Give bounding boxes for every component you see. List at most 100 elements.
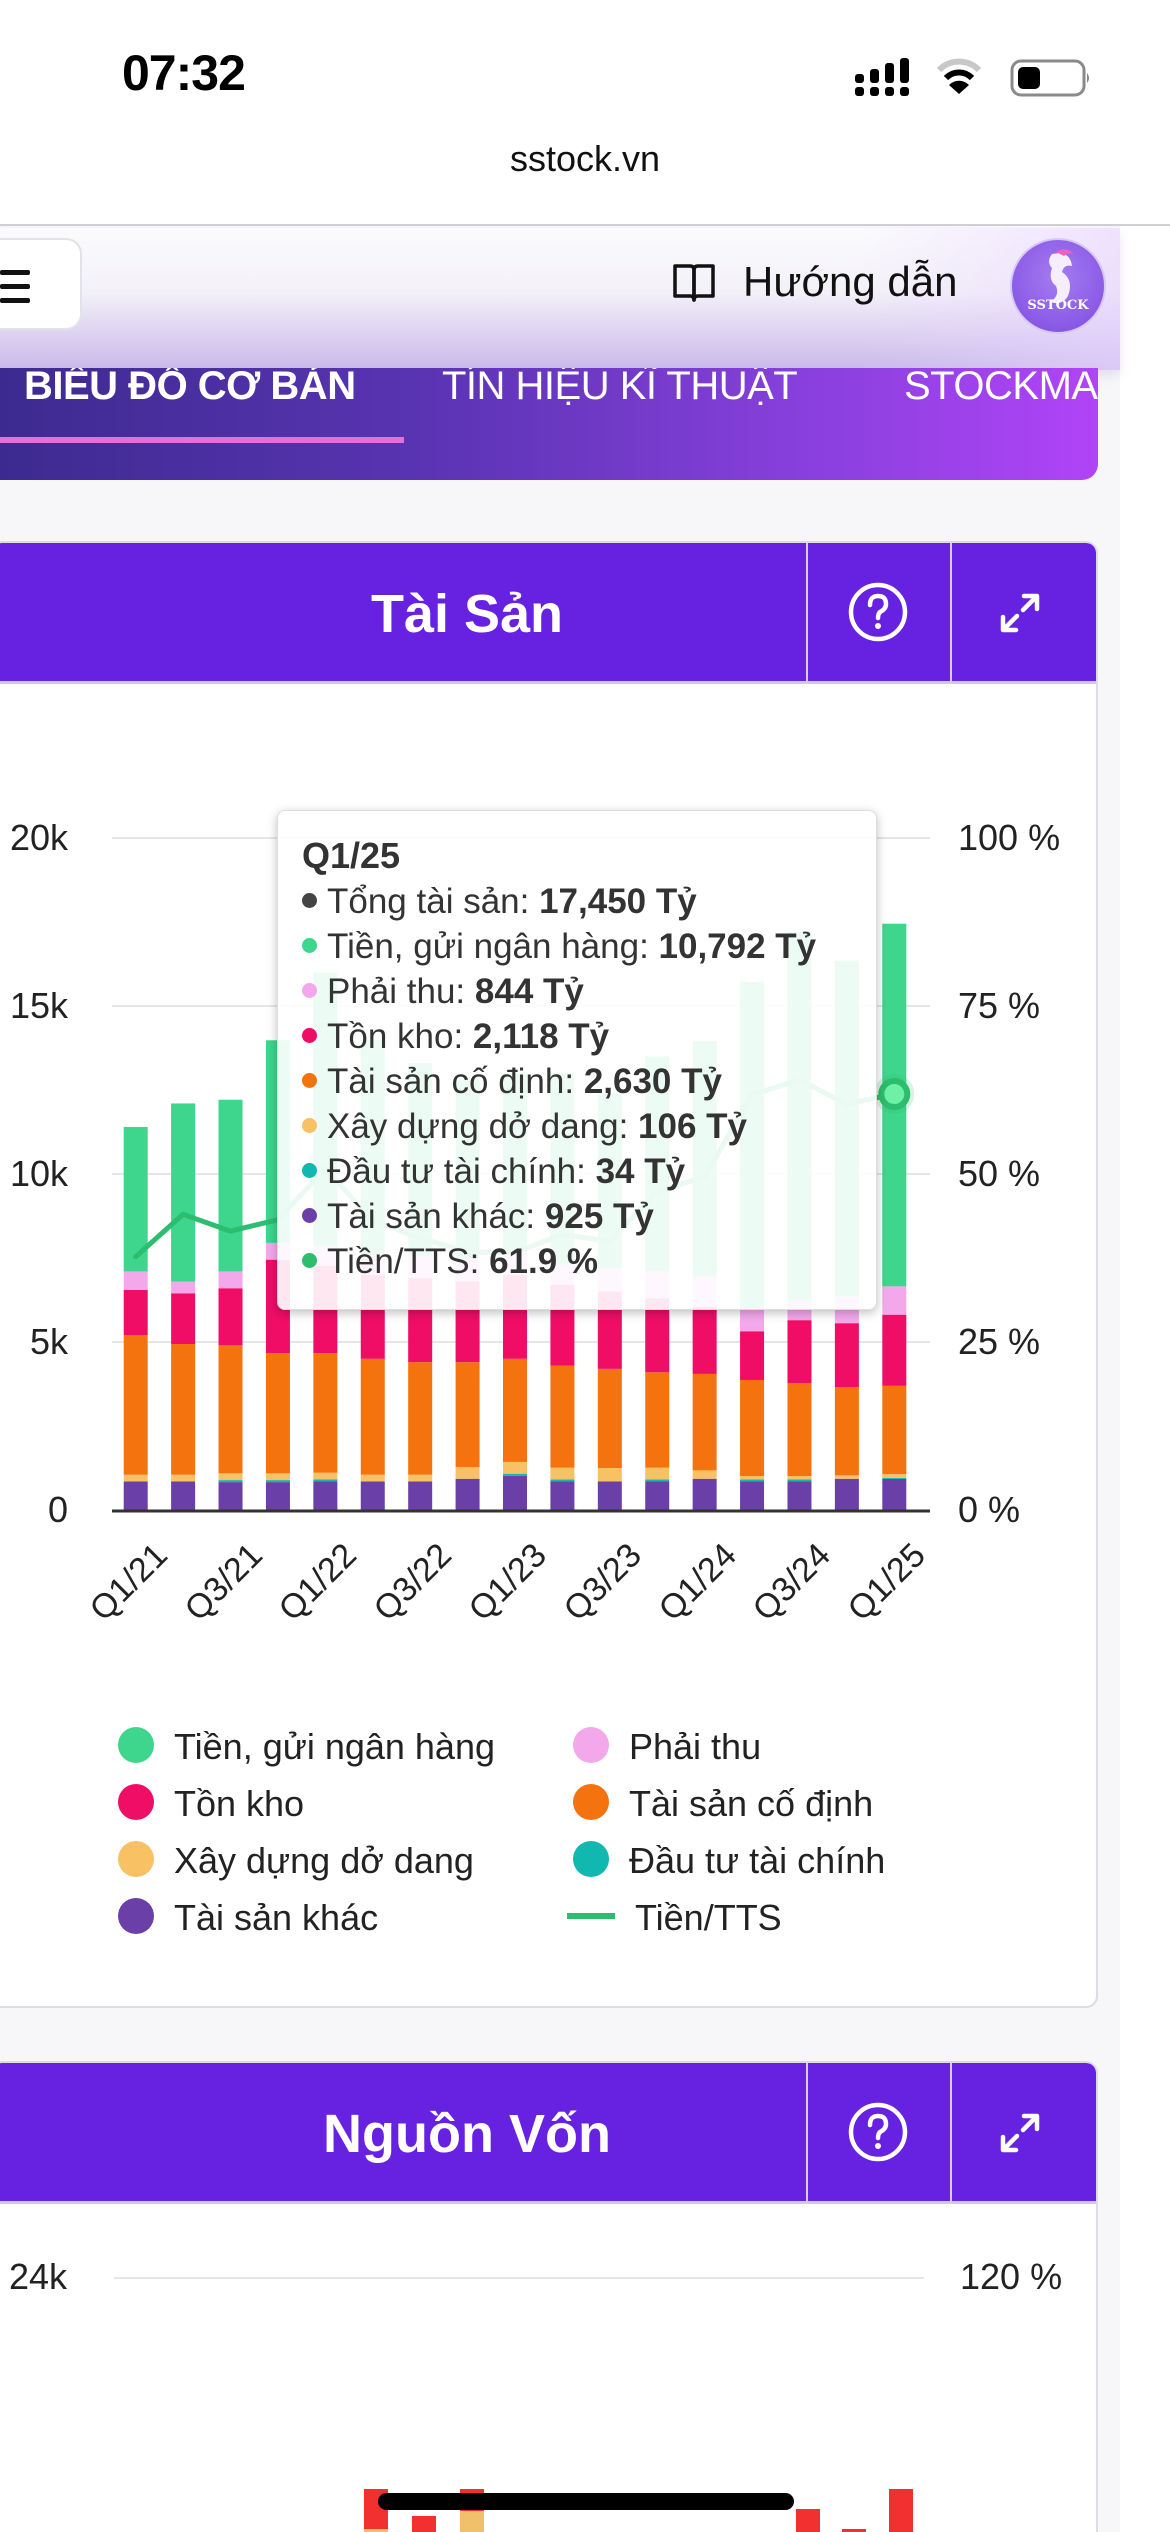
tab-tin-hieu-ki-thuat[interactable]: TÍN HIỆU KĨ THUẬT [442,368,798,408]
tooltip-row: Tiền, gửi ngân hàng: 10,792 Tỷ [302,924,852,969]
bar-segment [455,1362,480,1467]
bar-segment [360,1474,385,1482]
expand-arrows-icon[interactable] [995,2108,1045,2158]
tooltip-value: 2,630 Tỷ [583,1062,722,1101]
bar-segment [171,1103,196,1282]
wifi-icon [936,58,982,94]
bar-segment [503,1473,527,1476]
guide-link[interactable]: Hướng dẫn [743,258,958,305]
question-circle-icon[interactable] [847,2101,909,2163]
y2-axis-tick: 75 % [958,985,1041,1026]
tooltip-dot-icon [302,1163,317,1179]
tooltip-dot-icon [302,938,317,954]
bar-segment [787,1476,812,1480]
legend-label: Đầu tư tài chính [629,1840,886,1881]
bar-segment [882,1478,907,1510]
expand-arrows-icon[interactable] [995,588,1045,638]
bar-segment [503,1358,527,1462]
tooltip-value: 925 Tỷ [544,1197,654,1236]
card-header: Nguồn Vốn [0,2063,1096,2204]
bar-segment [123,1481,148,1510]
bar-segment [408,1362,433,1475]
bar-segment [645,1372,670,1468]
tooltip-label: Phải thu: [327,972,475,1011]
bar-segment [842,2529,866,2532]
bar-segment [834,1387,859,1476]
legend-dot-swatch [118,1841,154,1878]
bar-segment [550,1481,575,1510]
header-divider [806,543,808,684]
card-title: Tài Sản [370,584,564,644]
legend-label: Phải thu [629,1726,762,1767]
legend-item[interactable]: Tài sản cố định [573,1783,873,1825]
bar-segment [692,1306,717,1374]
legend-item[interactable]: Tiền, gửi ngân hàng [118,1726,495,1768]
tooltip-value: 17,450 Tỷ [539,882,697,921]
card-header: Tài Sản [0,543,1096,684]
capital-chart-card: Nguồn Vốn 24k 120 % [0,2061,1098,2532]
bar-segment [313,1479,338,1482]
legend-dot-swatch [118,1898,154,1935]
bar-segment [787,1382,812,1477]
hamburger-menu-button[interactable] [0,238,82,330]
legend-item[interactable]: Xây dựng dở dang [118,1840,474,1882]
header-divider [806,2063,808,2204]
tooltip-dot-icon [302,893,317,909]
bar-segment [408,1481,433,1510]
bar-segment [503,1475,527,1510]
horse-logo-icon [1049,249,1074,304]
bar-segment [265,1480,290,1483]
bar-segment [218,1473,243,1481]
legend-item[interactable]: Đầu tư tài chính [573,1840,885,1882]
tooltip-value: 106 Tỷ [638,1107,748,1146]
tooltip-rows: Tổng tài sản: 17,450 Tỷ Tiền, gửi ngân hà… [302,879,852,1284]
bar-segment [455,1478,480,1510]
legend-item[interactable]: Tồn kho [118,1783,304,1825]
bar-segment [313,1353,338,1473]
bar-segment [265,1482,290,1510]
bar-segment [787,1481,812,1510]
sstock-logo-avatar[interactable]: SSTOCK [1010,238,1106,334]
bar-segment [645,1298,670,1373]
bar-segment [360,1481,385,1510]
legend-label: Tiền, gửi ngân hàng [174,1726,495,1767]
header-divider [950,2063,952,2204]
legend-item[interactable]: Tiền/TTS [567,1897,782,1939]
bar-segment [123,1474,148,1482]
bar-segment [460,2511,484,2532]
y-axis-tick: 20k [9,817,68,858]
hamburger-menu-icon [0,270,30,275]
active-tab-indicator [0,437,404,443]
legend-label: Tài sản khác [174,1897,379,1938]
tab-bieu-do-co-ban[interactable]: BIỂU ĐỒ CƠ BẢN [24,368,356,408]
tab-stockmap[interactable]: STOCKMA [904,368,1098,408]
tooltip-value: 34 Tỷ [595,1152,686,1191]
tooltip-label: Đầu tư tài chính: [327,1152,596,1191]
book-open-icon[interactable] [672,262,716,304]
bar-segment [645,1481,670,1510]
bar-segment [123,1289,148,1336]
question-circle-icon[interactable] [847,581,909,643]
legend-label: Tài sản cố định [629,1783,874,1824]
url-bar[interactable]: sstock.vn [509,138,661,179]
logo-text: SSTOCK [1027,298,1089,313]
tooltip-label: Tài sản khác: [327,1197,545,1236]
tooltip-dot-icon [302,983,317,999]
bar-segment [740,1481,765,1510]
bar-segment [834,1323,859,1388]
tooltip-value: 61.9 % [489,1242,599,1281]
legend-item[interactable]: Tài sản khác [118,1897,378,1939]
bar-segment [360,1358,385,1475]
card-title: Nguồn Vốn [323,2104,611,2164]
tooltip-dot-icon [302,1118,317,1134]
y2-axis-tick: 25 % [958,1321,1041,1362]
legend-item[interactable]: Phải thu [573,1726,761,1768]
bar-segment [882,1474,907,1478]
legend-dot-swatch [573,1784,609,1821]
bar-segment [740,1331,765,1380]
bar-segment [171,1281,196,1294]
bar-segment [882,1286,907,1315]
bar-segment [313,1472,338,1480]
tooltip-row: Tài sản cố định: 2,630 Tỷ [302,1059,852,1104]
bar-segment [123,1271,148,1290]
